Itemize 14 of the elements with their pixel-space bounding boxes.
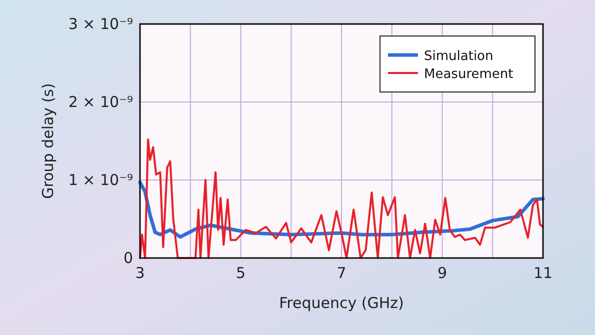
y-tick-label: 0	[123, 249, 133, 267]
line-series	[139, 138, 544, 259]
legend-label: Simulation	[424, 49, 494, 64]
x-tick-label: 9	[437, 264, 448, 282]
legend-label: Measurement	[424, 67, 514, 82]
x-tick-label: 7	[336, 264, 346, 282]
x-tick-label: 11	[533, 264, 553, 282]
y-tick-label: 1 × 10⁻⁹	[68, 171, 133, 189]
x-axis-title: Frequency (GHz)	[279, 294, 404, 312]
y-tick-label: 3 × 10⁻⁹	[68, 15, 133, 33]
x-tick-label: 3	[135, 264, 145, 282]
y-axis-title: Group delay (s)	[39, 83, 57, 199]
y-tick-label: 2 × 10⁻⁹	[68, 93, 133, 111]
x-tick-label: 5	[236, 264, 246, 282]
